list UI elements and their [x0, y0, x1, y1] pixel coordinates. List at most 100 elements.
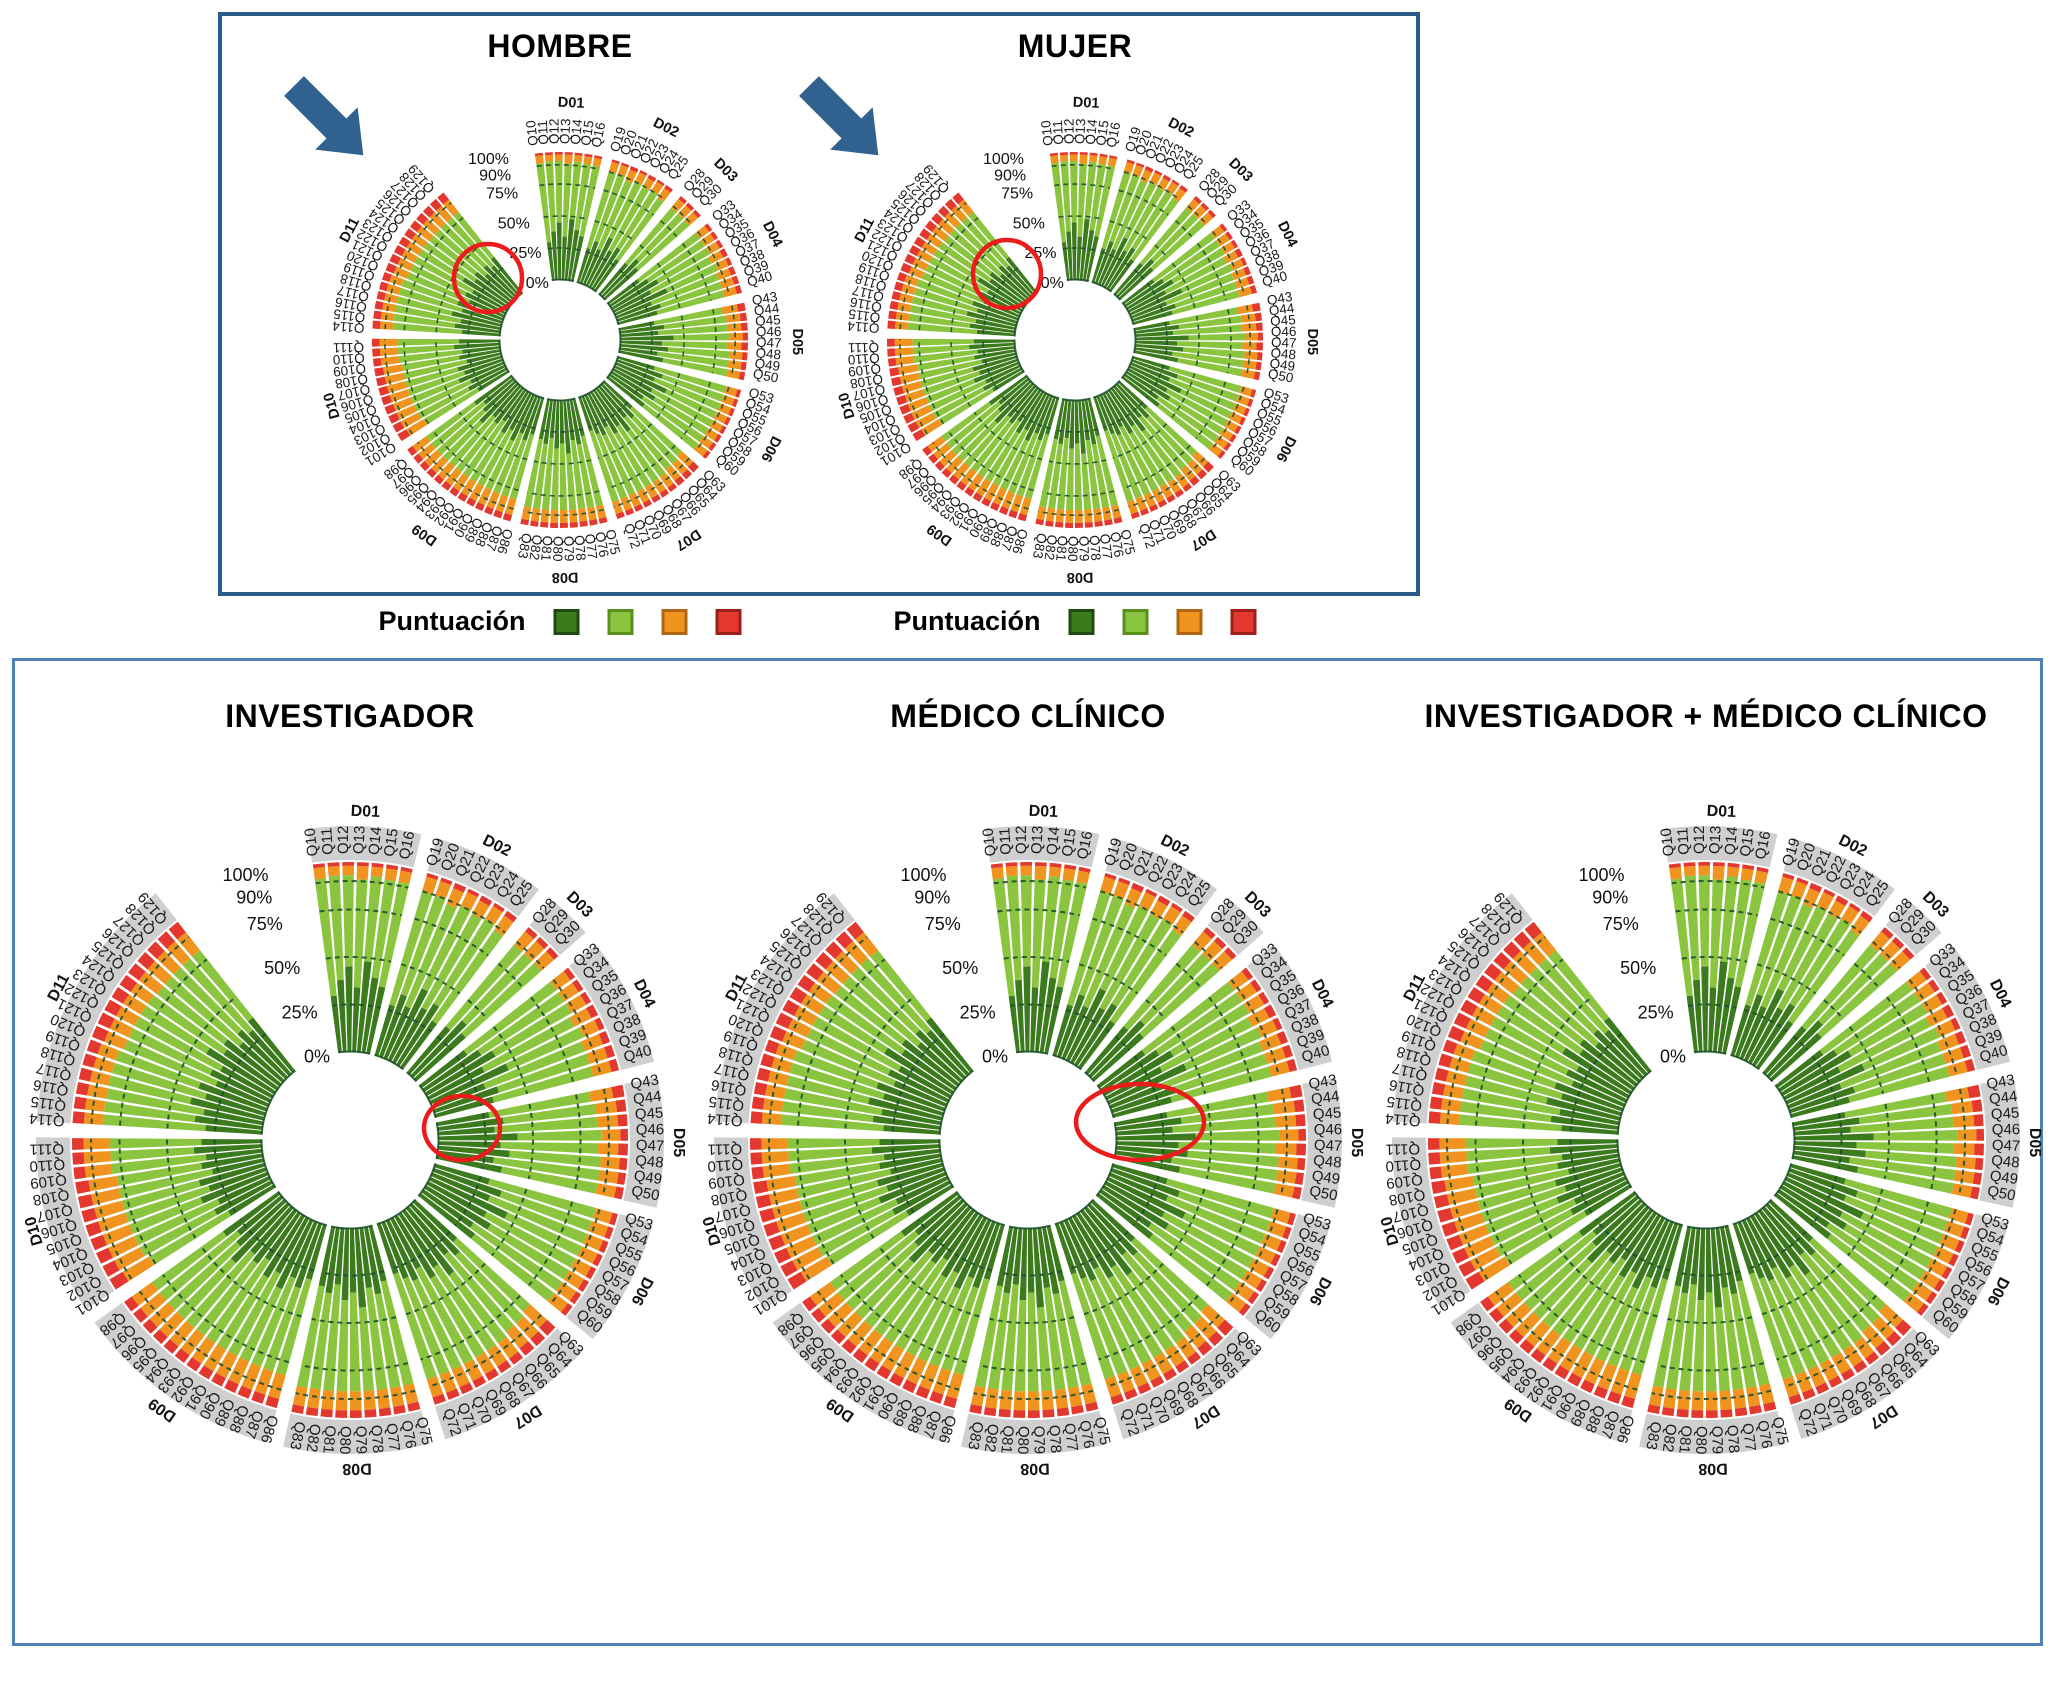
svg-text:D01: D01	[557, 95, 584, 112]
svg-text:50%: 50%	[942, 958, 978, 978]
svg-text:75%: 75%	[1001, 186, 1033, 203]
svg-text:Q115: Q115	[847, 306, 881, 325]
legend-swatch-light-green	[607, 608, 634, 635]
svg-text:Q12: Q12	[1062, 118, 1077, 144]
chart-title-medico-clinico: MÉDICO CLÍNICO	[890, 698, 1166, 734]
svg-text:Q48: Q48	[755, 345, 782, 362]
svg-text:D06: D06	[1272, 433, 1298, 464]
svg-text:D09: D09	[924, 520, 955, 548]
svg-text:Q75: Q75	[413, 1415, 436, 1447]
svg-text:Q12: Q12	[1691, 826, 1708, 854]
polar-chart-medico-clinico: 100% 90% 75% 50% 25% 0% Q10 Q11 Q12 Q13 Q14 Q15 Q16 Q…	[668, 780, 1388, 1505]
svg-text:Q12: Q12	[547, 118, 562, 144]
svg-text:Q16: Q16	[1103, 121, 1123, 149]
svg-text:Q78: Q78	[1087, 535, 1104, 562]
tick-labels: 100% 90% 75% 50% 25% 0%	[222, 865, 330, 1067]
svg-text:Q49: Q49	[633, 1167, 663, 1188]
svg-text:Q46: Q46	[756, 324, 782, 339]
svg-text:Q110: Q110	[1385, 1155, 1422, 1174]
svg-text:Q114: Q114	[846, 318, 880, 336]
svg-text:Q114: Q114	[28, 1109, 65, 1129]
svg-text:Q12: Q12	[1013, 826, 1030, 854]
svg-text:Q45: Q45	[1312, 1104, 1342, 1123]
svg-text:Q116: Q116	[849, 294, 883, 315]
svg-text:Q108: Q108	[334, 371, 369, 392]
svg-text:Q75: Q75	[1118, 528, 1139, 556]
svg-text:Q83: Q83	[1642, 1420, 1664, 1451]
svg-text:D01: D01	[1028, 803, 1058, 821]
svg-text:Q111: Q111	[333, 340, 364, 355]
svg-text:D01: D01	[1706, 803, 1736, 821]
annotations-layer	[1073, 1081, 1207, 1163]
svg-text:Q109: Q109	[29, 1171, 67, 1192]
question-labels: Q10Q11Q12Q13Q14Q15Q16Q19Q20Q21Q22Q23Q24Q…	[331, 118, 782, 562]
svg-text:D10: D10	[321, 391, 344, 421]
svg-text:Q110: Q110	[29, 1155, 66, 1174]
gridlines-layer	[1445, 880, 1966, 1400]
svg-text:Q77: Q77	[1739, 1422, 1759, 1452]
svg-text:Q75: Q75	[1091, 1415, 1114, 1447]
svg-text:D04: D04	[1308, 977, 1336, 1011]
svg-text:Q110: Q110	[847, 350, 880, 367]
svg-text:Q109: Q109	[707, 1171, 745, 1192]
svg-text:Q46: Q46	[1271, 324, 1297, 339]
svg-text:D07: D07	[1188, 526, 1219, 554]
svg-text:90%: 90%	[236, 888, 272, 908]
svg-text:Q76: Q76	[398, 1419, 420, 1450]
svg-text:Q40: Q40	[1260, 268, 1289, 289]
svg-text:Q45: Q45	[1990, 1104, 2020, 1123]
svg-text:Q53: Q53	[1262, 385, 1291, 407]
svg-text:D05: D05	[2026, 1128, 2043, 1158]
svg-text:Q44: Q44	[632, 1088, 662, 1108]
svg-text:Q48: Q48	[1313, 1152, 1343, 1171]
svg-text:D09: D09	[409, 520, 440, 548]
gridlines-layer	[89, 880, 610, 1400]
svg-text:Q13: Q13	[350, 825, 368, 854]
svg-text:Q15: Q15	[1737, 827, 1758, 858]
svg-text:Q11: Q11	[1050, 120, 1066, 145]
svg-text:D08: D08	[552, 569, 579, 586]
svg-text:Q77: Q77	[383, 1422, 403, 1452]
svg-text:Q117: Q117	[851, 282, 886, 304]
svg-text:Q114: Q114	[706, 1109, 743, 1129]
svg-text:Q14: Q14	[568, 118, 586, 145]
svg-text:0%: 0%	[982, 1047, 1008, 1067]
svg-text:Q81: Q81	[1675, 1425, 1694, 1455]
svg-text:Q83: Q83	[1030, 532, 1050, 560]
svg-text:Q78: Q78	[572, 535, 589, 562]
svg-text:Q86: Q86	[494, 527, 516, 556]
svg-text:Q48: Q48	[1991, 1152, 2021, 1171]
svg-text:Q43: Q43	[751, 289, 779, 308]
chart-title-investigador: INVESTIGADOR	[225, 698, 475, 734]
svg-text:Q79: Q79	[1030, 1426, 1048, 1455]
red-highlight	[970, 237, 1044, 311]
svg-text:D05: D05	[670, 1128, 687, 1158]
svg-text:25%: 25%	[282, 1002, 318, 1022]
svg-text:Q116: Q116	[710, 1076, 748, 1099]
svg-text:Q46: Q46	[636, 1121, 665, 1139]
svg-text:D10: D10	[836, 391, 859, 421]
svg-text:Q44: Q44	[1268, 300, 1296, 318]
blue-arrow	[799, 76, 879, 156]
svg-text:Q80: Q80	[1692, 1426, 1710, 1455]
svg-text:Q47: Q47	[756, 335, 782, 351]
svg-text:Q16: Q16	[396, 830, 418, 861]
svg-text:Q11: Q11	[1674, 827, 1693, 855]
svg-text:Q109: Q109	[847, 361, 882, 380]
svg-text:Q19: Q19	[1122, 125, 1144, 154]
svg-text:Q110: Q110	[332, 350, 365, 367]
svg-text:Q116: Q116	[32, 1076, 70, 1099]
svg-text:Q82: Q82	[1659, 1423, 1680, 1453]
svg-text:Q79: Q79	[561, 536, 577, 562]
svg-text:D03: D03	[1225, 155, 1255, 185]
svg-text:25%: 25%	[1638, 1002, 1674, 1022]
svg-text:Q49: Q49	[1989, 1167, 2019, 1188]
svg-text:Q109: Q109	[332, 361, 367, 380]
svg-text:0%: 0%	[1041, 275, 1064, 292]
svg-text:Q10: Q10	[1038, 120, 1056, 147]
svg-text:D01: D01	[1072, 95, 1099, 112]
